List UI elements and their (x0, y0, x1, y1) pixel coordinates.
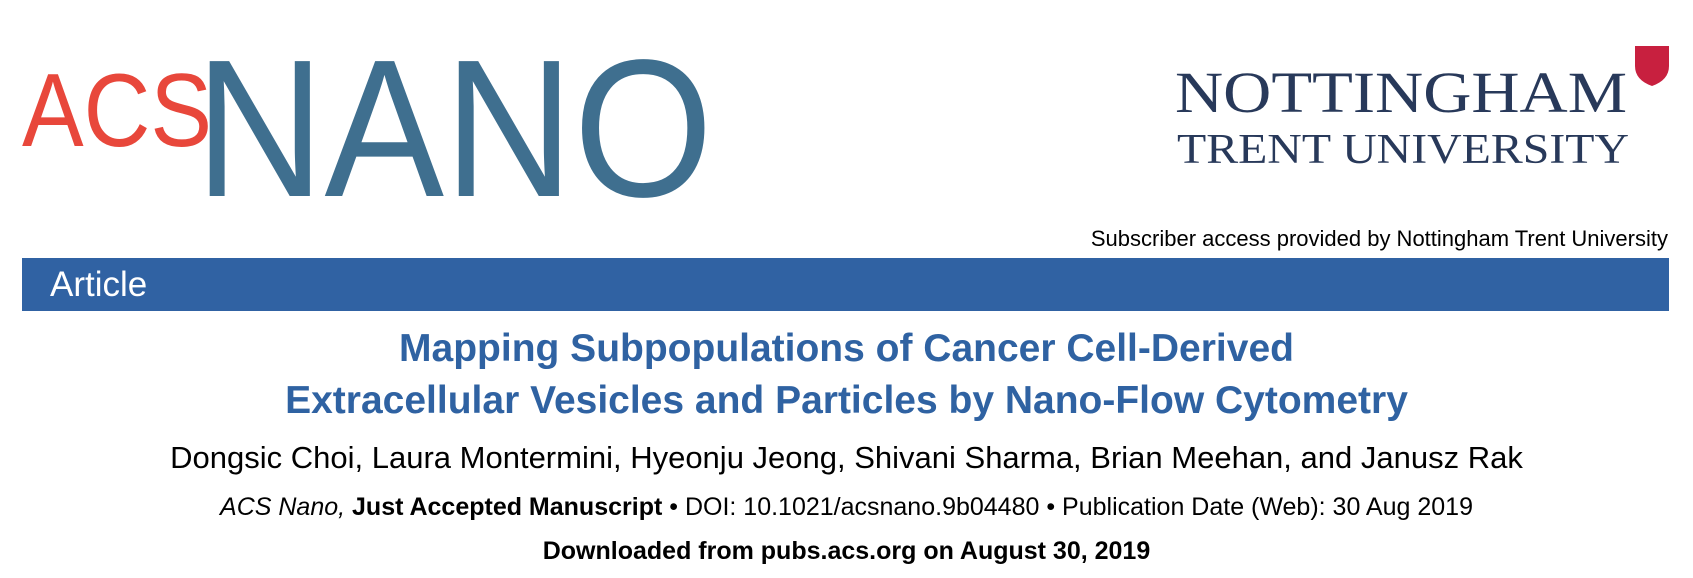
title-line: Extracellular Vesicles and Particles by … (285, 379, 1408, 422)
access-note: Subscriber access provided by Nottingham… (1090, 226, 1668, 251)
section-bar: Article (22, 258, 1669, 311)
logo-shield (1635, 46, 1669, 86)
authors: Dongsic Choi, Laura Montermini, Hyeonju … (170, 440, 1523, 475)
citation: ACS Nano, Just Accepted Manuscript • DOI… (0, 493, 1693, 522)
logo-line1: NOTTINGHAM (1175, 60, 1627, 125)
logo-prefix: ACS (22, 53, 212, 169)
logo-name: NANO (195, 36, 713, 206)
institution-logo: NOTTINGHAM TRENT UNIVERSITY (1175, 46, 1669, 170)
title-line: Mapping Subpopulations of Cancer Cell-De… (399, 327, 1294, 370)
downloaded-note: Downloaded from pubs.acs.org on August 3… (542, 537, 1151, 565)
journal-logo: ACS NANO (22, 36, 713, 206)
doi: • DOI: 10.1021/acsnano.9b04480 (669, 493, 1040, 521)
status: Just Accepted Manuscript (352, 493, 663, 521)
section-label: Article (50, 265, 148, 304)
logo-line2: TRENT UNIVERSITY (1177, 127, 1629, 170)
pub-date: • Publication Date (Web): 30 Aug 2019 (1046, 493, 1473, 521)
journal: ACS Nano, (220, 493, 346, 521)
